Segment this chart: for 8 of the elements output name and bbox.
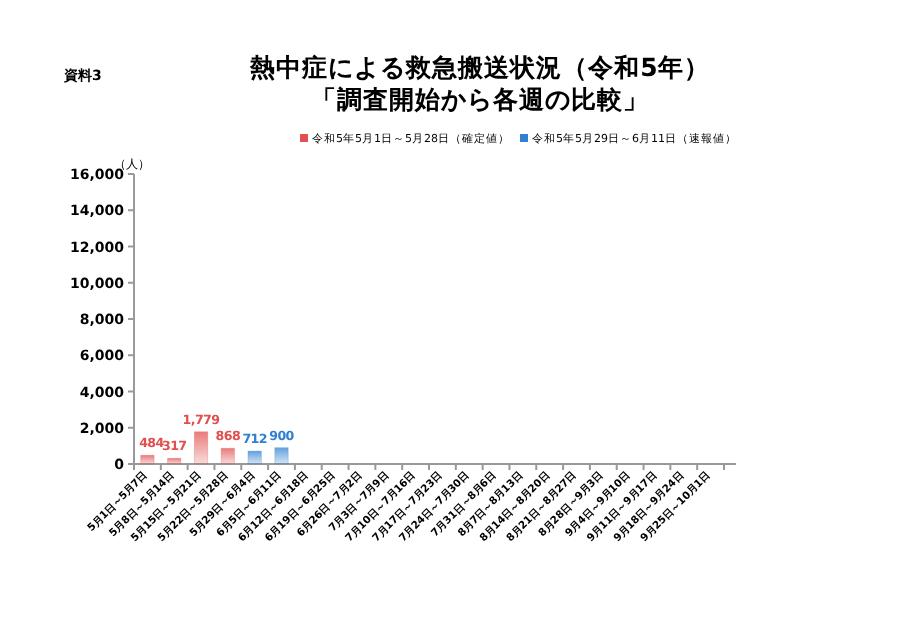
bar: [247, 450, 262, 465]
bar: [140, 454, 155, 465]
bar: [220, 447, 235, 465]
bar: [167, 457, 182, 465]
chart-subtitle: 「調査開始から各週の比較」: [311, 84, 649, 114]
bar: [274, 447, 289, 465]
chart-title: 熱中症による救急搬送状況（令和5年）: [248, 52, 710, 82]
bar: [193, 431, 209, 465]
